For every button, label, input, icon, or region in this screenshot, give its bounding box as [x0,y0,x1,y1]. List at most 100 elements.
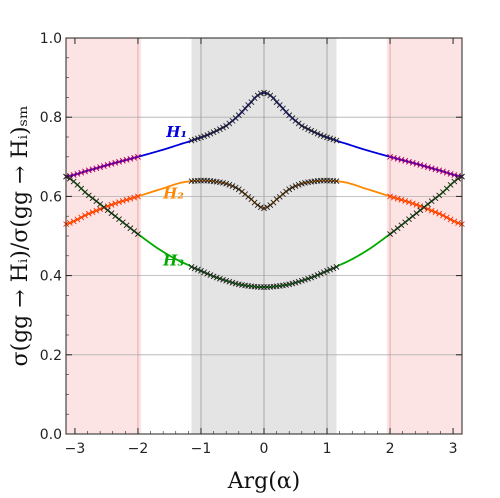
series-labels: H₁ H₂ H₃ [162,123,187,270]
series-label-1: H₂ [162,184,184,202]
marker-1 [283,188,289,195]
marker-0 [112,159,119,166]
marker-1 [428,207,435,214]
marker-0 [100,163,107,169]
y-axis-ticks: 0.0 0.2 0.4 0.6 0.8 1.0 [40,31,462,443]
marker-0 [104,162,111,168]
marker-0 [254,92,261,99]
marker-2 [333,263,340,270]
marker-1 [390,194,397,201]
marker-1 [93,207,100,214]
region-1 [386,38,462,434]
marker-0 [97,164,104,171]
marker-0 [402,157,409,164]
marker-1 [333,178,340,185]
marker-2 [135,231,141,237]
marker-2 [119,219,126,226]
marker-2 [123,222,130,229]
marker-0 [191,136,198,143]
marker-1 [413,201,420,208]
marker-2 [116,216,122,223]
marker-1 [235,186,242,193]
marker-0 [314,130,321,137]
marker-2 [97,201,104,208]
marker-2 [93,198,100,205]
marker-2 [108,210,115,217]
marker-1 [254,202,261,209]
marker-1 [119,198,126,204]
marker-0 [82,168,88,175]
marker-1 [289,184,296,191]
marker-0 [93,165,100,172]
shaded-regions [66,38,462,434]
marker-0 [308,127,315,134]
marker-2 [311,273,318,280]
x-tick-label-6: 3 [449,441,458,457]
marker-1 [286,186,293,193]
marker-0 [324,134,330,141]
marker-1 [261,205,267,212]
marker-1 [89,209,96,216]
marker-0 [327,135,334,142]
marker-2 [131,228,138,235]
marker-1 [398,196,405,203]
marker-2 [324,267,330,274]
marker-1 [409,200,416,207]
marker-1 [85,210,92,217]
marker-1 [127,195,134,202]
marker-0 [428,165,435,172]
marker-1 [123,196,130,203]
marker-0 [387,153,393,160]
marker-1 [264,204,271,211]
marker-0 [223,122,230,129]
marker-0 [207,130,214,137]
marker-0 [198,134,204,141]
marker-0 [85,167,92,174]
marker-1 [97,206,104,213]
marker-1 [229,183,236,189]
marker-0 [89,166,96,173]
marker-2 [387,231,393,237]
marker-0 [135,153,141,160]
y-tick-label-2: 0.4 [40,269,62,285]
series-label-0: H₁ [165,123,187,141]
marker-2 [216,275,223,282]
marker-0 [270,95,277,102]
marker-0 [447,170,454,177]
marker-2 [398,222,405,229]
marker-1 [135,193,141,200]
marker-2 [305,275,312,282]
marker-1 [226,181,233,188]
marker-1 [112,200,119,207]
marker-0 [216,126,223,133]
marker-1 [273,196,280,203]
marker-2 [194,266,201,273]
y-tick-label-0: 0.0 [40,427,62,443]
marker-0 [248,99,255,106]
marker-0 [201,133,208,140]
marker-0 [119,157,126,164]
marker-2 [223,277,230,284]
marker-0 [302,124,308,131]
marker-2 [191,265,198,272]
marker-0 [317,132,324,138]
marker-2 [298,277,305,284]
marker-1 [232,184,239,191]
marker-0 [417,162,424,168]
x-tick-label-5: 2 [386,441,395,457]
marker-0 [188,137,195,144]
y-axis-title: σ(gg → Hᵢ)/σ(gg → Hᵢ)ₛₘ [8,105,33,366]
marker-0 [298,122,305,129]
marker-1 [424,206,431,213]
marker-0 [305,126,312,133]
marker-2 [207,272,214,279]
marker-2 [112,213,119,220]
marker-2 [394,225,401,232]
marker-2 [428,198,435,205]
marker-0 [213,127,220,134]
marker-2 [421,204,428,211]
marker-0 [394,155,401,162]
marker-2 [413,210,420,217]
marker-2 [302,276,308,283]
